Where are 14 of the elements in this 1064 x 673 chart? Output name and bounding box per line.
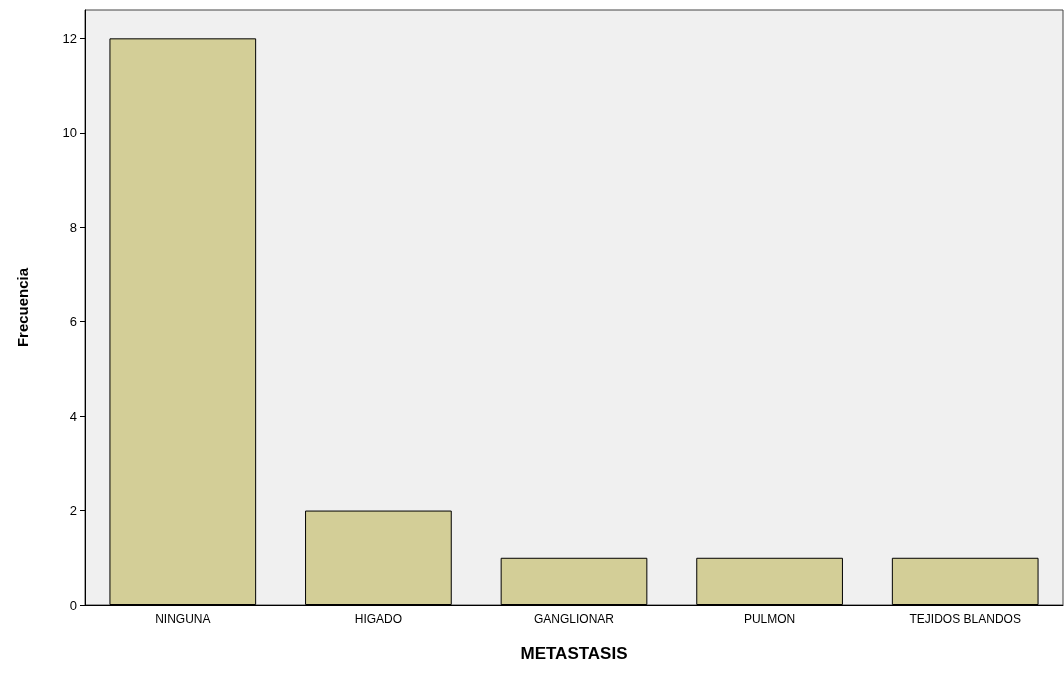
y-tick-label: 6: [69, 314, 77, 330]
y-tick-label: 12: [62, 30, 77, 46]
x-tick-label: HIGADO: [354, 612, 403, 626]
y-axis-title: Frecuencia: [14, 267, 31, 348]
y-tick-label: 4: [69, 408, 77, 424]
x-tick-label: NINGUNA: [155, 612, 211, 626]
x-tick-label: PULMON: [743, 612, 796, 626]
y-tick-label: 0: [69, 597, 77, 613]
y-tick-label: 8: [69, 219, 77, 235]
y-tick-label: 2: [69, 503, 77, 519]
x-tick-label: TEJIDOS BLANDOS: [909, 612, 1021, 626]
y-tick-label: 10: [62, 125, 77, 141]
x-tick-label: GANGLIONAR: [533, 612, 615, 626]
x-axis-title: METASTASIS: [520, 644, 628, 663]
